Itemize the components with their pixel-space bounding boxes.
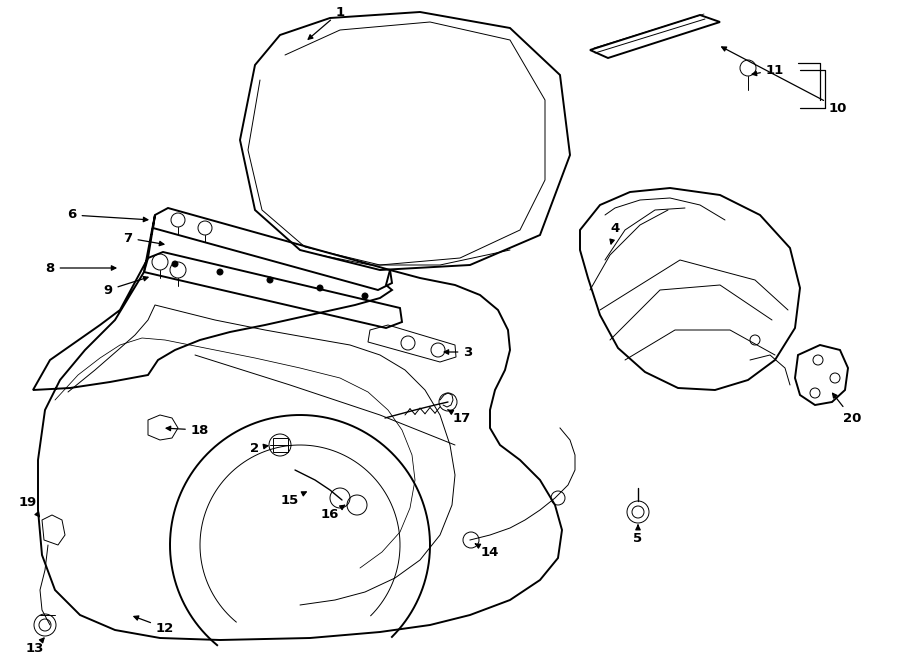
Text: 13: 13 (26, 638, 44, 654)
Text: 4: 4 (610, 221, 619, 244)
Circle shape (172, 261, 178, 267)
Text: 2: 2 (250, 442, 268, 455)
Text: 3: 3 (445, 346, 473, 358)
Text: 18: 18 (166, 424, 209, 436)
Text: 7: 7 (123, 231, 164, 246)
Circle shape (217, 269, 223, 275)
Circle shape (362, 293, 368, 299)
Text: 10: 10 (722, 47, 847, 114)
Text: 17: 17 (447, 410, 471, 424)
Text: 16: 16 (320, 505, 345, 522)
Text: 14: 14 (475, 544, 500, 559)
Circle shape (267, 277, 273, 283)
Text: 15: 15 (281, 492, 306, 506)
Text: 1: 1 (308, 5, 345, 39)
Text: 9: 9 (104, 276, 148, 297)
Text: 20: 20 (832, 393, 861, 424)
Circle shape (317, 285, 323, 291)
Text: 19: 19 (19, 496, 40, 517)
Text: 8: 8 (45, 262, 116, 274)
Text: 12: 12 (134, 616, 174, 635)
Text: 5: 5 (634, 525, 643, 545)
Text: 6: 6 (68, 208, 148, 221)
Text: 11: 11 (752, 63, 784, 77)
